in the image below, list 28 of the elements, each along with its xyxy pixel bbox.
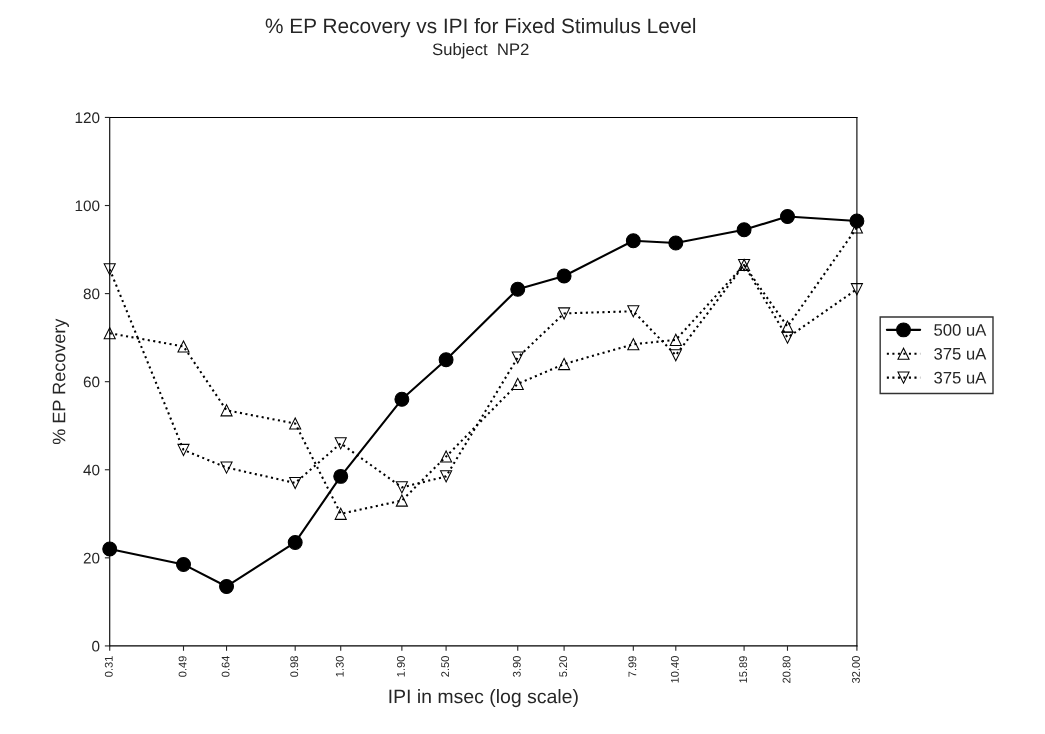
y-axis-title: % EP Recovery — [52, 318, 69, 445]
x-tick-label: 20.80 — [782, 656, 791, 683]
x-tick-label: 0.98 — [290, 656, 299, 677]
x-tick-label: 1.30 — [335, 656, 344, 677]
x-tick-label: 10.40 — [670, 656, 679, 683]
x-tick-label: 32.00 — [852, 656, 860, 684]
x-tick-label: 15.89 — [739, 656, 748, 683]
chart-title: % EP Recovery vs IPI for Fixed Stimulus Level — [265, 17, 696, 38]
y-tick-label: 40 — [83, 464, 100, 476]
legend-label: 500 uA — [934, 324, 987, 336]
x-tick-label: 2.50 — [441, 656, 450, 677]
legend-label: 375 uA — [934, 347, 987, 360]
x-axis-title: IPI in msec (log scale) — [389, 689, 578, 708]
x-tick-label: 1.90 — [396, 656, 405, 677]
x-tick-label: 3.90 — [512, 656, 521, 677]
x-tick-label: 0.64 — [221, 655, 230, 677]
y-tick-label: 0 — [92, 640, 100, 652]
y-tick-label: 60 — [83, 376, 100, 388]
y-tick-label: 80 — [83, 288, 100, 300]
chart-subtitle: Subject NP2 — [432, 42, 529, 59]
y-tick-label: 100 — [75, 200, 100, 212]
y-tick-label: 20 — [83, 552, 100, 564]
x-tick-label: 0.49 — [178, 656, 187, 677]
x-tick-label: 0.31 — [104, 656, 113, 677]
x-tick-label: 5.20 — [559, 656, 568, 677]
x-tick-label: 7.99 — [628, 656, 637, 677]
y-tick-label: 120 — [75, 112, 100, 124]
legend-label: 375 uA — [934, 371, 987, 384]
